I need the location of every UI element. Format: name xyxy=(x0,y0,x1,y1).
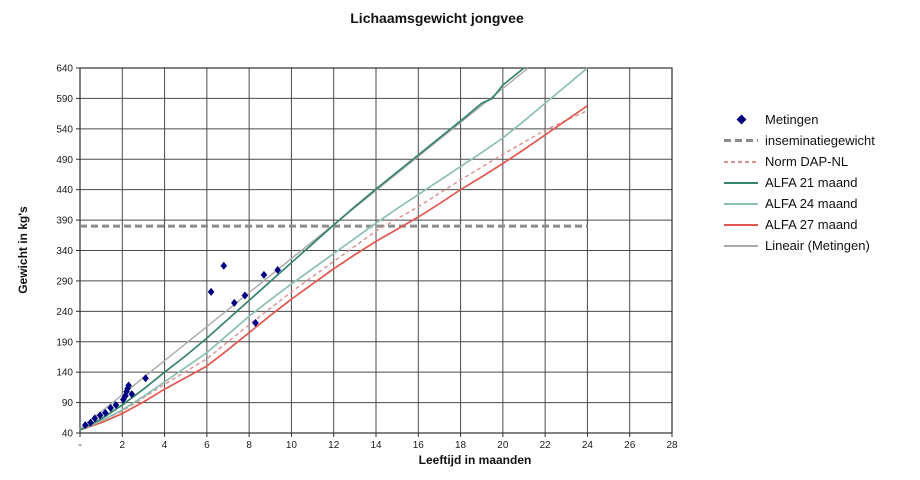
legend-swatch xyxy=(724,223,758,226)
x-tick-label: 4 xyxy=(162,440,168,451)
y-tick-label: 40 xyxy=(62,429,74,440)
legend-swatch xyxy=(724,139,758,142)
x-tick-label: 6 xyxy=(204,440,210,451)
line-sample-icon xyxy=(724,160,758,163)
scatter-point-metingen xyxy=(142,374,149,383)
legend-item: ALFA 21 maand xyxy=(724,172,875,193)
series-line-alfa-27-maand xyxy=(79,105,588,431)
x-axis-title: Leeftijd in maanden xyxy=(418,453,532,467)
legend-label: ALFA 27 maand xyxy=(765,217,858,232)
y-tick-label: 490 xyxy=(56,155,73,166)
x-tick-label: 18 xyxy=(455,440,467,451)
series-line-alfa-24-maand xyxy=(79,67,588,431)
legend-item: ALFA 24 maand xyxy=(724,193,875,214)
y-tick-label: 390 xyxy=(56,216,73,227)
legend-item: Lineair (Metingen) xyxy=(724,235,875,256)
scatter-point-metingen xyxy=(107,404,114,413)
line-sample-icon xyxy=(724,223,758,226)
scatter-point-metingen xyxy=(91,414,99,423)
scatter-point-metingen xyxy=(128,390,136,399)
legend-swatch xyxy=(736,114,746,125)
legend-label: Metingen xyxy=(765,112,819,127)
legend-label: Norm DAP-NL xyxy=(765,154,849,169)
scatter-point-metingen xyxy=(274,265,281,274)
x-tick-label: - xyxy=(78,440,81,451)
x-tick-label: 26 xyxy=(624,440,636,451)
scatter-point-metingen xyxy=(207,287,215,296)
scatter-point-metingen xyxy=(124,384,131,393)
legend-item: Norm DAP-NL xyxy=(724,151,875,172)
legend-item: ALFA 27 maand xyxy=(724,214,875,235)
y-tick-label: 540 xyxy=(56,124,73,135)
x-tick-label: 2 xyxy=(120,440,126,451)
legend-label: ALFA 24 maand xyxy=(765,196,858,211)
x-tick-label: 22 xyxy=(540,440,552,451)
y-tick-label: 90 xyxy=(62,398,74,409)
y-tick-label: 590 xyxy=(56,94,73,105)
diamond-marker-icon xyxy=(724,114,758,125)
y-tick-label: 290 xyxy=(56,276,73,287)
x-tick-label: 10 xyxy=(286,440,298,451)
series-line-norm-dap-nl xyxy=(79,109,588,431)
scatter-point-metingen xyxy=(102,408,109,417)
y-tick-label: 140 xyxy=(56,368,73,379)
scatter-point-metingen xyxy=(260,270,268,279)
legend-swatch xyxy=(724,181,758,184)
scatter-point-metingen xyxy=(123,387,130,396)
chart-legend: Metingen inseminatiegewicht Norm DAP-NL ALF… xyxy=(724,109,875,256)
scatter-point-metingen xyxy=(241,291,249,300)
chart-title: Lichaamsgewicht jongvee xyxy=(350,10,524,26)
line-sample-icon xyxy=(724,181,758,184)
scatter-point-metingen xyxy=(112,401,120,410)
scatter-point-metingen xyxy=(125,381,132,390)
legend-swatch xyxy=(724,202,758,205)
y-tick-label: 640 xyxy=(56,64,73,75)
y-tick-label: 190 xyxy=(56,337,73,348)
scatter-point-metingen xyxy=(220,261,228,270)
scatter-point-metingen xyxy=(96,411,104,420)
legend-item: Metingen xyxy=(724,109,875,130)
legend-label: inseminatiegewicht xyxy=(765,133,875,148)
legend-swatch xyxy=(724,160,758,163)
line-sample-icon xyxy=(724,139,758,142)
y-tick-label: 240 xyxy=(56,307,73,318)
x-tick-label: 20 xyxy=(497,440,509,451)
legend-swatch xyxy=(724,244,758,247)
scatter-point-metingen xyxy=(231,298,238,307)
x-tick-label: 14 xyxy=(370,440,382,451)
scatter-point-metingen xyxy=(87,418,94,427)
x-tick-label: 16 xyxy=(413,440,425,451)
scatter-point-metingen xyxy=(252,318,259,327)
x-tick-label: 28 xyxy=(666,440,678,451)
x-tick-label: 12 xyxy=(328,440,340,451)
legend-item: inseminatiegewicht xyxy=(724,130,875,151)
x-tick-label: 24 xyxy=(582,440,594,451)
line-sample-icon xyxy=(724,244,758,247)
y-tick-label: 340 xyxy=(56,246,73,257)
series-line-lineair-metingen xyxy=(79,67,529,430)
legend-label: ALFA 21 maand xyxy=(765,175,858,190)
y-tick-label: 440 xyxy=(56,185,73,196)
line-sample-icon xyxy=(724,202,758,205)
legend-label: Lineair (Metingen) xyxy=(765,238,870,253)
x-tick-label: 8 xyxy=(246,440,252,451)
scatter-point-metingen xyxy=(81,421,89,430)
series-line-alfa-21-maand xyxy=(79,67,525,431)
